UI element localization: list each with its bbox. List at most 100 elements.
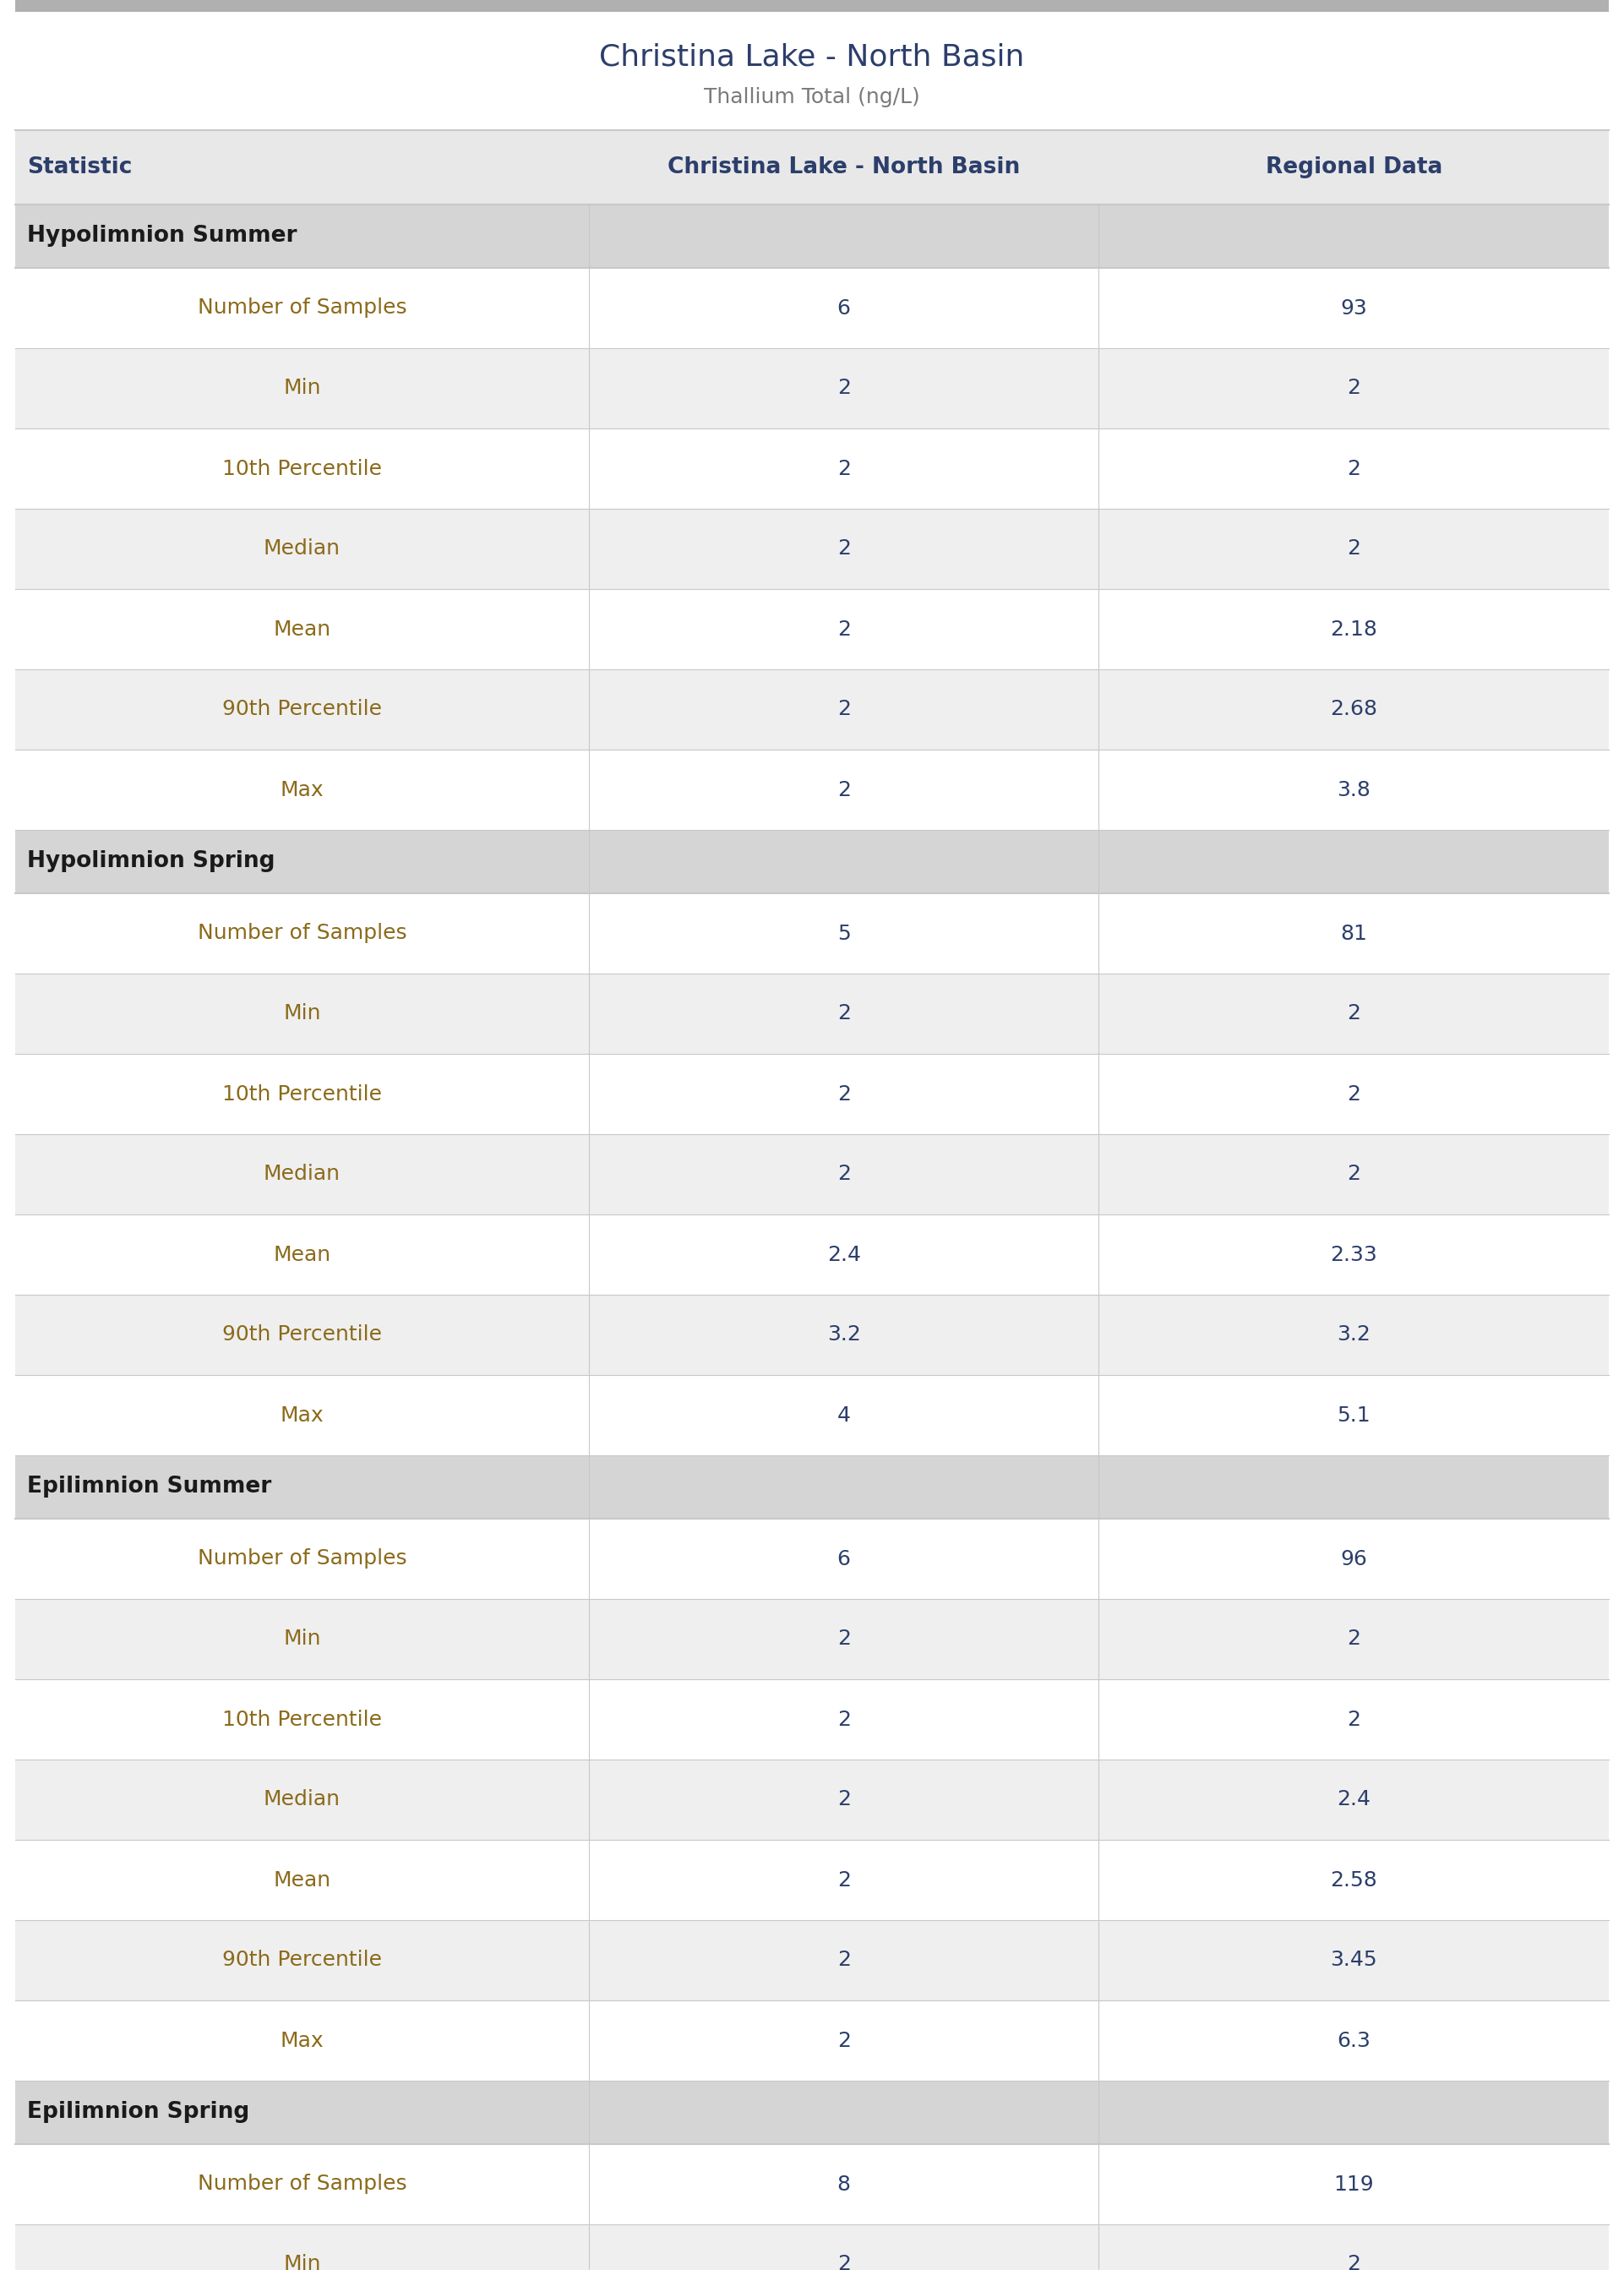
Bar (15, 2082, 1609, 2145)
Text: Min: Min (283, 1630, 322, 1650)
Bar (15, 894, 1609, 974)
Text: 6: 6 (836, 1548, 851, 1569)
Text: 3.2: 3.2 (827, 1326, 861, 1346)
Text: Min: Min (283, 2254, 322, 2270)
Text: 2: 2 (1346, 1630, 1361, 1650)
Text: 3.2: 3.2 (1337, 1326, 1371, 1346)
Bar (15, 2000, 1609, 2082)
Text: 2: 2 (836, 2254, 851, 2270)
Text: 2: 2 (836, 1950, 851, 1970)
Bar (15, 2225, 1609, 2270)
Text: Mean: Mean (273, 1870, 331, 1891)
Bar (15, 1519, 1609, 1598)
Text: 2: 2 (836, 538, 851, 558)
Text: Christina Lake - North Basin: Christina Lake - North Basin (599, 43, 1025, 70)
Text: Min: Min (283, 379, 322, 400)
Text: Thallium Total (ng/L): Thallium Total (ng/L) (703, 86, 921, 107)
Bar (15, 1214, 1609, 1294)
Text: Median: Median (263, 1165, 341, 1185)
Text: 2: 2 (836, 699, 851, 720)
Text: 6: 6 (836, 297, 851, 318)
Bar (15, 429, 1609, 508)
Bar (15, 1376, 1609, 1455)
Text: Mean: Mean (273, 1244, 331, 1264)
Bar (15, 268, 1609, 347)
Text: 2.58: 2.58 (1330, 1870, 1377, 1891)
Text: Number of Samples: Number of Samples (198, 297, 406, 318)
Text: 2: 2 (836, 459, 851, 479)
Text: 2: 2 (1346, 538, 1361, 558)
Bar (15, 1920, 1609, 2000)
Text: Regional Data: Regional Data (1265, 157, 1442, 179)
Text: 2: 2 (1346, 1165, 1361, 1185)
Text: 5.1: 5.1 (1337, 1405, 1371, 1426)
Text: 2: 2 (836, 2029, 851, 2050)
Text: Number of Samples: Number of Samples (198, 924, 406, 944)
Text: 2: 2 (1346, 2254, 1361, 2270)
Bar (15, 2145, 1609, 2225)
Text: 10th Percentile: 10th Percentile (222, 1709, 382, 1730)
Bar (15, 129, 1609, 204)
Text: 6.3: 6.3 (1337, 2029, 1371, 2050)
Text: 81: 81 (1340, 924, 1367, 944)
Text: 90th Percentile: 90th Percentile (222, 1950, 382, 1970)
Text: 2: 2 (1346, 459, 1361, 479)
Text: 93: 93 (1340, 297, 1367, 318)
Bar (15, 974, 1609, 1053)
Text: Median: Median (263, 538, 341, 558)
Bar (15, 1598, 1609, 1680)
Text: 2: 2 (1346, 1003, 1361, 1024)
Text: 2: 2 (836, 1870, 851, 1891)
Text: 10th Percentile: 10th Percentile (222, 459, 382, 479)
Text: 2: 2 (1346, 1083, 1361, 1103)
Text: 2: 2 (836, 1709, 851, 1730)
Bar (15, 1135, 1609, 1214)
Bar (15, 1839, 1609, 1920)
Text: 8: 8 (836, 2175, 851, 2195)
Bar (15, 749, 1609, 831)
Text: Statistic: Statistic (28, 157, 132, 179)
Bar (15, 0, 1609, 11)
Text: 10th Percentile: 10th Percentile (222, 1083, 382, 1103)
Text: 2.68: 2.68 (1330, 699, 1377, 720)
Text: Epilimnion Summer: Epilimnion Summer (28, 1476, 271, 1498)
Text: 2.33: 2.33 (1330, 1244, 1377, 1264)
Text: 3.8: 3.8 (1337, 779, 1371, 799)
Text: Mean: Mean (273, 620, 331, 640)
Text: 119: 119 (1333, 2175, 1374, 2195)
Text: 2: 2 (836, 1083, 851, 1103)
Text: 96: 96 (1340, 1548, 1367, 1569)
Text: 2.18: 2.18 (1330, 620, 1377, 640)
Bar (15, 1759, 1609, 1839)
Text: 4: 4 (836, 1405, 851, 1426)
Text: 2: 2 (1346, 379, 1361, 400)
Text: Hypolimnion Spring: Hypolimnion Spring (28, 851, 274, 872)
Text: Number of Samples: Number of Samples (198, 1548, 406, 1569)
Text: Median: Median (263, 1789, 341, 1809)
Text: 90th Percentile: 90th Percentile (222, 1326, 382, 1346)
Bar (15, 1053, 1609, 1135)
Bar (15, 347, 1609, 429)
Text: 2.4: 2.4 (1337, 1789, 1371, 1809)
Text: Epilimnion Spring: Epilimnion Spring (28, 2102, 250, 2122)
Text: 3.45: 3.45 (1330, 1950, 1377, 1970)
Bar (15, 508, 1609, 588)
Text: 2.4: 2.4 (827, 1244, 861, 1264)
Text: Max: Max (281, 2029, 323, 2050)
Text: 2: 2 (836, 1165, 851, 1185)
Text: Number of Samples: Number of Samples (198, 2175, 406, 2195)
Bar (15, 204, 1609, 268)
Text: Hypolimnion Summer: Hypolimnion Summer (28, 225, 297, 247)
Text: 2: 2 (836, 1003, 851, 1024)
Bar (15, 588, 1609, 670)
Text: 2: 2 (836, 779, 851, 799)
Text: 2: 2 (836, 1630, 851, 1650)
Text: 2: 2 (1346, 1709, 1361, 1730)
Bar (15, 11, 1609, 129)
Text: Min: Min (283, 1003, 322, 1024)
Text: 2: 2 (836, 1789, 851, 1809)
Text: Max: Max (281, 779, 323, 799)
Text: 2: 2 (836, 620, 851, 640)
Text: Max: Max (281, 1405, 323, 1426)
Bar (15, 831, 1609, 894)
